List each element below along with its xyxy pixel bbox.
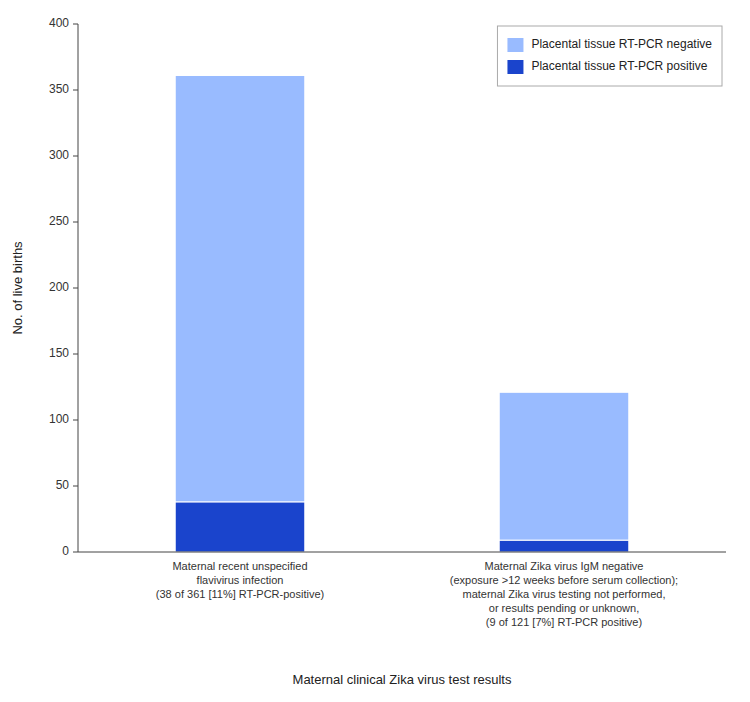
chart: 0 50 100 150 200 250 300 350 400 Maternal recent …: [0, 0, 750, 702]
axes: 0 50 100 150 200 250 300 350 400 Maternal recent …: [49, 16, 726, 628]
y-tick-label: 100: [49, 412, 69, 426]
y-tick-label: 50: [56, 478, 70, 492]
bar-segment: [499, 392, 629, 540]
legend-swatch: [507, 60, 523, 74]
x-tick-label-line: (exposure >12 weeks before serum collect…: [450, 574, 678, 586]
y-tick: [73, 552, 78, 553]
x-axis-line: [78, 552, 726, 553]
legend-frame: [497, 26, 722, 86]
y-axis-title: No. of live births: [10, 241, 25, 335]
x-tick-label-line: maternal Zika virus testing not performe…: [463, 588, 666, 600]
x-tick-label-line: Maternal Zika virus IgM negative: [485, 560, 644, 572]
bars: [175, 75, 629, 552]
y-tick: [73, 486, 78, 487]
bar-segment: [175, 75, 305, 501]
bar-segment: [499, 540, 629, 552]
legend-label: Placental tissue RT-PCR negative: [531, 37, 712, 51]
x-axis-title: Maternal clinical Zika virus test result…: [293, 672, 512, 687]
x-tick-label-line: (38 of 361 [11%] RT-PCR-positive): [156, 588, 324, 600]
y-tick-label: 300: [49, 148, 69, 162]
x-tick-label-line: flavivirus infection: [197, 574, 284, 586]
legend-label: Placental tissue RT-PCR positive: [531, 59, 707, 73]
y-tick: [73, 288, 78, 289]
y-tick: [73, 156, 78, 157]
y-tick-label: 250: [49, 214, 69, 228]
y-tick-label: 200: [49, 280, 69, 294]
legend: Placental tissue RT-PCR negative Placenta…: [497, 26, 722, 86]
x-tick-label-line: (9 of 121 [7%] RT-PCR positive): [486, 616, 642, 628]
y-tick: [73, 354, 78, 355]
bar-segment: [175, 502, 305, 552]
chart-container: 0 50 100 150 200 250 300 350 400 Maternal recent …: [0, 0, 750, 702]
x-tick-label-line: or results pending or unknown,: [489, 602, 639, 614]
x-tick-label: Maternal Zika virus IgM negative (exposur…: [450, 560, 678, 628]
y-tick-label: 0: [62, 544, 69, 558]
y-tick: [73, 24, 78, 25]
y-tick-label: 400: [49, 16, 69, 30]
y-tick: [73, 90, 78, 91]
y-tick: [73, 420, 78, 421]
y-tick: [73, 222, 78, 223]
y-tick-label: 150: [49, 346, 69, 360]
y-tick-label: 350: [49, 82, 69, 96]
legend-swatch: [507, 38, 523, 52]
x-tick-label-line: Maternal recent unspecified: [172, 560, 307, 572]
x-tick-label: Maternal recent unspecified flavivirus in…: [156, 560, 324, 600]
